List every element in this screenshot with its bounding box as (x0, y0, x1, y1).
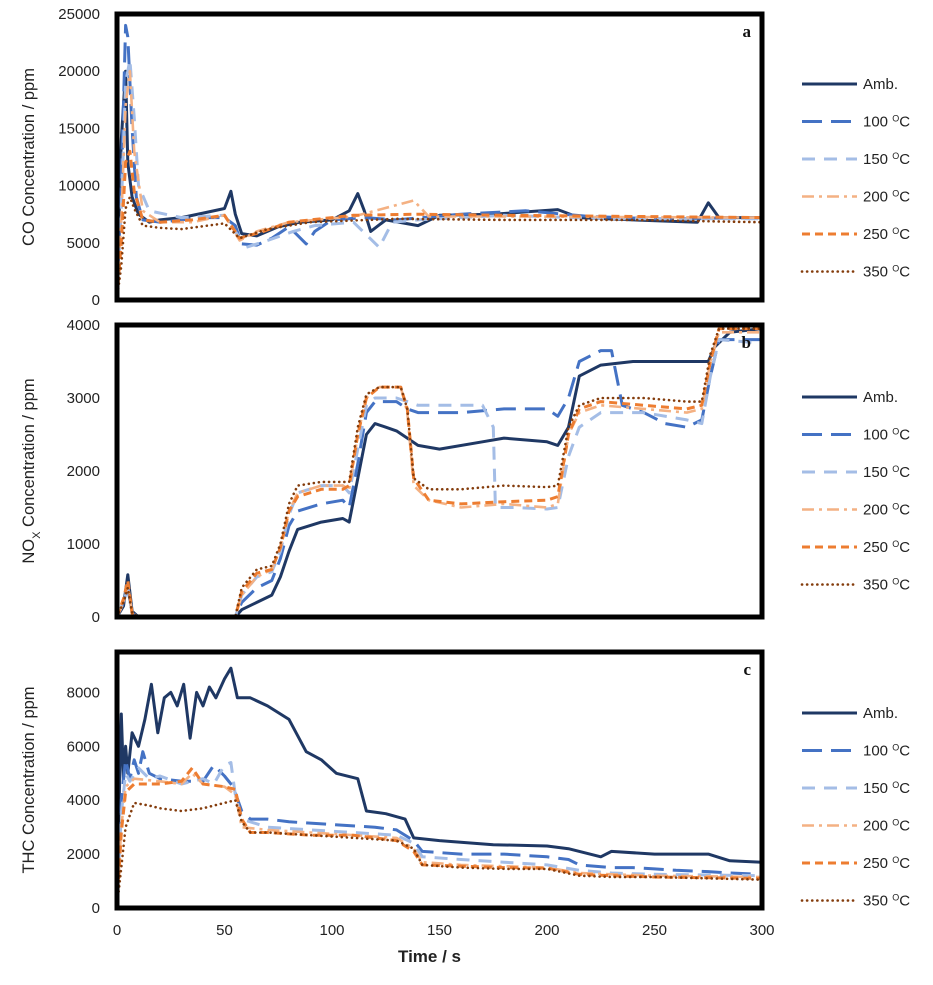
legend-label: Amb. (863, 705, 898, 722)
legend-label: 350 OC (863, 264, 910, 281)
y-tick-label: 0 (92, 900, 100, 917)
legend-label: 100 OC (863, 743, 910, 760)
series-line-amb (117, 327, 762, 617)
legend-label: 200 OC (863, 818, 910, 835)
x-axis-label: Time / s (398, 947, 461, 966)
legend-label: 250 OC (863, 855, 910, 872)
x-tick-label: 100 (319, 922, 344, 939)
legend-label: 350 OC (863, 577, 910, 594)
panel-label: a (743, 22, 752, 41)
plot-frame (114, 649, 765, 911)
y-tick-label: 2000 (67, 463, 100, 480)
series-group (117, 23, 762, 300)
y-axis-label: CO Concentration / ppm (20, 68, 38, 246)
panel-c: 0 2000 4000 6000 8000 THC Concentration / ppm… (20, 649, 910, 917)
series-line-200 (117, 331, 762, 617)
legend: Amb. 100 OC 150 OC 200 OC 250 OC 350 OC (800, 76, 910, 281)
y-axis-label: NOX Concentration / ppm (20, 378, 43, 563)
series-group (117, 327, 762, 617)
plot-frame (114, 322, 765, 620)
series-line-250 (117, 327, 762, 617)
series-line-350 (117, 195, 762, 300)
y-tick-label: 4000 (67, 317, 100, 334)
y-tick-label: 4000 (67, 792, 100, 809)
y-tick-label: 2000 (67, 846, 100, 863)
plot-frame (114, 11, 765, 303)
y-tick-label: 15000 (58, 120, 100, 137)
series-line-200 (117, 772, 762, 903)
series-line-250 (117, 766, 762, 906)
series-group (117, 666, 762, 908)
series-line-150 (117, 761, 762, 903)
x-tick-label: 250 (642, 922, 667, 939)
panel-label: c (743, 660, 751, 679)
y-tick-label: 8000 (67, 684, 100, 701)
y-tick-label: 1000 (67, 536, 100, 553)
legend: Amb. 100 OC 150 OC 200 OC 250 OC 350 OC (800, 705, 910, 910)
series-line-200 (117, 69, 762, 298)
y-tick-label: 25000 (58, 6, 100, 23)
panel-label: b (742, 333, 751, 352)
legend-label: 150 OC (863, 780, 910, 797)
legend-label: 250 OC (863, 226, 910, 243)
x-tick-label: 50 (216, 922, 233, 939)
y-tick-label: 3000 (67, 390, 100, 407)
legend-label: 100 OC (863, 427, 910, 444)
y-axis-label: THC Concentration / ppm (20, 686, 38, 873)
series-line-amb (117, 666, 762, 895)
series-line-100 (117, 338, 762, 617)
y-tick-label: 5000 (67, 235, 100, 252)
legend: Amb. 100 OC 150 OC 200 OC 250 OC 350 OC (800, 389, 910, 594)
series-line-350 (117, 327, 762, 617)
y-tick-label: 6000 (67, 738, 100, 755)
series-line-250 (117, 149, 762, 298)
legend-label: 150 OC (863, 464, 910, 481)
legend-label: 100 OC (863, 114, 910, 131)
series-line-100 (117, 750, 762, 900)
x-tick-label: 300 (749, 922, 774, 939)
x-tick-label: 200 (534, 922, 559, 939)
legend-label: 200 OC (863, 189, 910, 206)
panel-a: 0 5000 10000 15000 20000 25000 CO Concentratio… (20, 6, 910, 309)
legend-label: Amb. (863, 389, 898, 406)
legend-label: 250 OC (863, 539, 910, 556)
series-line-amb (117, 69, 762, 289)
y-tick-label: 0 (92, 292, 100, 309)
legend-label: Amb. (863, 76, 898, 93)
series-line-150 (117, 338, 762, 617)
series-line-150 (117, 58, 762, 297)
series-line-100 (117, 23, 762, 295)
x-tick-label: 0 (113, 922, 121, 939)
x-tick-label: 150 (427, 922, 452, 939)
legend-label: 200 OC (863, 502, 910, 519)
legend-label: 150 OC (863, 151, 910, 168)
y-tick-label: 10000 (58, 178, 100, 195)
legend-label: 350 OC (863, 893, 910, 910)
y-tick-label: 0 (92, 609, 100, 626)
panel-b: 0 1000 2000 3000 4000 NOX Concentration / ppm… (20, 317, 910, 626)
y-tick-label: 20000 (58, 63, 100, 80)
